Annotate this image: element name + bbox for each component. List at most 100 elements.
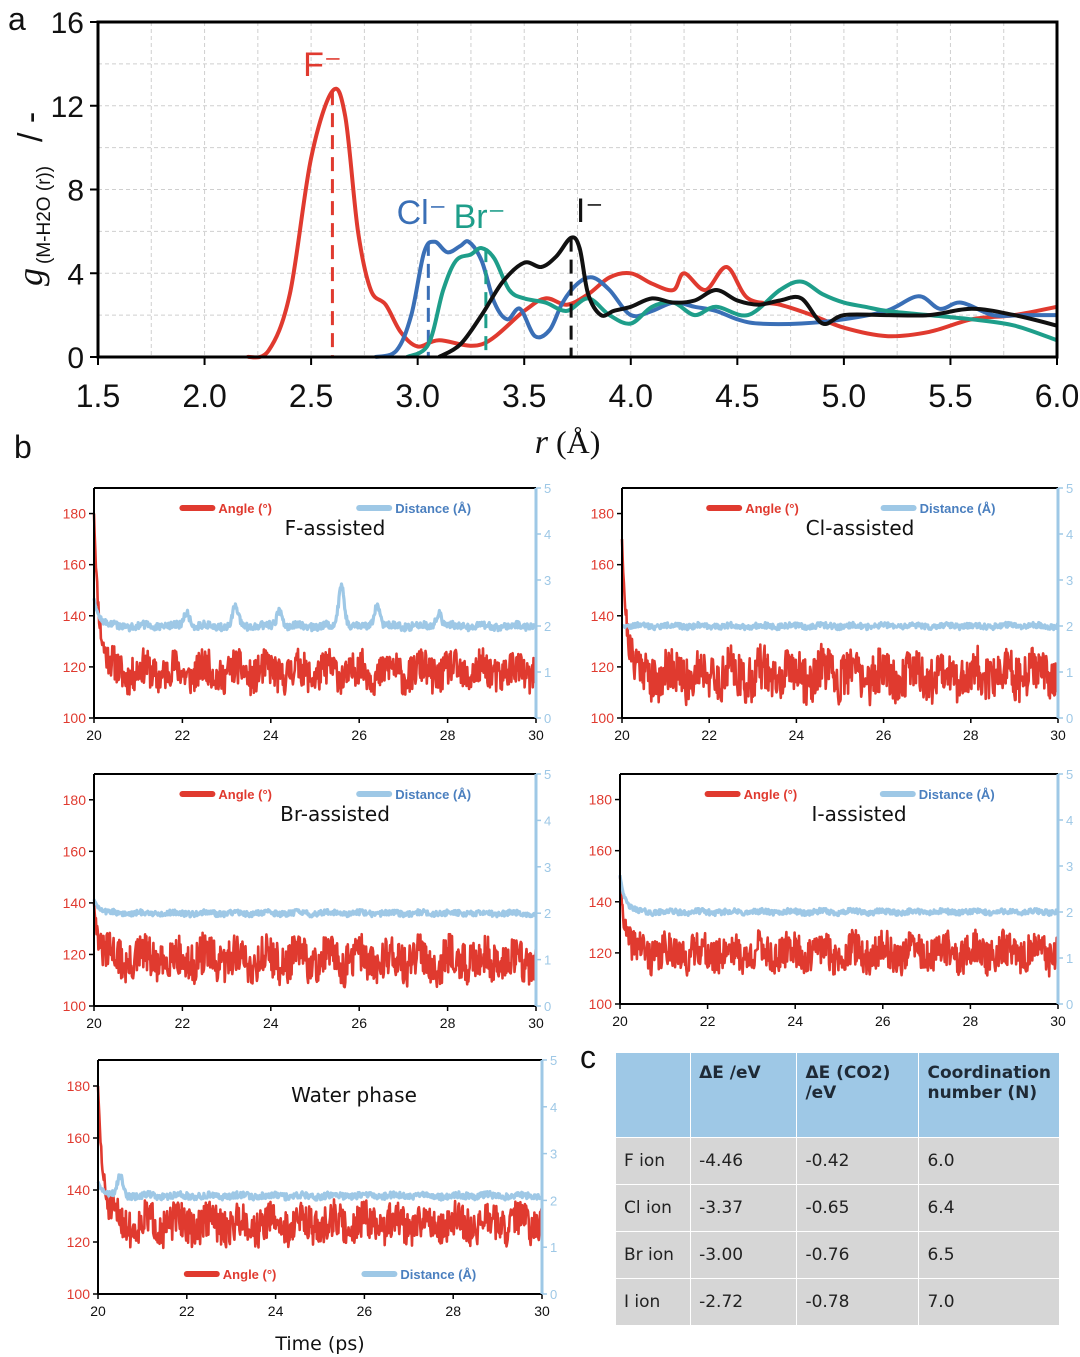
y-tick-label-right: 5 [1066,767,1073,782]
x-tick-label: 30 [528,1015,544,1031]
y-tick-label: 8 [67,175,84,208]
y-tick-label: 16 [51,7,84,40]
x-tick-label: 28 [963,1013,979,1029]
legend-label: Distance (Å) [395,501,471,516]
x-axis-label: Time (ps) [274,1333,364,1355]
distance-series [92,582,538,633]
x-tick-label: 20 [614,727,630,743]
y-tick-label-left: 180 [591,506,615,522]
y-tick-label-right: 1 [544,953,551,968]
y-tick-label-left: 120 [589,945,613,961]
legend-label: Distance (Å) [919,787,995,802]
x-tick-label: 24 [789,727,805,743]
table-header-cell [616,1053,692,1138]
cl-assisted-chart: 20 22 24 26 28 30 100 120 140 160 180 0 1 2 3 4 5 Cl-assi… [591,481,1074,743]
table-cell: Cl ion [616,1184,692,1232]
y-tick-label-right: 1 [1066,665,1073,680]
y-tick-label-right: 4 [1066,527,1073,542]
angle-series [92,902,538,989]
table-header-row: ΔE /eV ΔE (CO2) /eV Coordination number … [616,1053,1060,1138]
table-row: Br ion -3.00 -0.76 6.5 [616,1231,1060,1279]
x-axis-label-unit: (Å) [556,424,600,460]
table-cell: 7.0 [918,1278,1060,1325]
x-tick-label: 24 [263,1015,279,1031]
y-tick-label-right: 3 [1066,859,1073,874]
y-tick-label-right: 0 [1066,997,1073,1012]
y-tick-label-left: 140 [63,608,87,624]
table-cell: -0.42 [796,1137,920,1185]
distance-series [618,874,1060,918]
x-tick-label: 22 [179,1303,195,1319]
legend-label: Distance (Å) [400,1267,476,1282]
table-cell: F ion [616,1137,692,1185]
y-tick-label-right: 0 [1066,711,1073,726]
angle-series [92,513,538,697]
y-tick-label-left: 100 [63,710,87,726]
y-tick-label-left: 160 [591,557,615,573]
x-tick-label: 4.0 [609,378,653,414]
x-tick-label: 30 [1050,1013,1066,1029]
y-tick-label-right: 0 [544,711,551,726]
distance-series [620,620,1060,632]
y-tick-label-right: 2 [1066,619,1073,634]
water-phase-chart: 20 22 24 26 28 30 100 120 140 160 180 0 1 2 3 4 5 Water p… [67,1053,558,1355]
y-tick-label-right: 2 [544,619,551,634]
y-tick-label-left: 100 [63,998,87,1014]
y-tick-label-left: 180 [63,506,87,522]
ion-label: Cl⁻ [397,194,447,232]
x-tick-label: 5.5 [928,378,972,414]
x-tick-label: 24 [268,1303,284,1319]
subplot-title: I-assisted [811,802,906,826]
x-tick-label: 26 [351,1015,367,1031]
y-tick-label-left: 160 [589,843,613,859]
subplot-title: F-assisted [285,516,386,540]
subplot-title: Water phase [291,1083,417,1107]
rdf-chart: F⁻ Cl⁻ Br⁻ I⁻ 1.5 2.0 2.5 3.0 3.5 4.0 4.5 5.0 5.5 6.0… [10,7,1079,461]
x-tick-label: 28 [440,727,456,743]
y-tick-label-left: 100 [589,996,613,1012]
x-tick-label: 26 [357,1303,373,1319]
y-tick-label-right: 2 [544,906,551,921]
y-tick-label-right: 3 [544,860,551,875]
y-tick-label-right: 5 [1066,481,1073,496]
x-tick-label: 24 [263,727,279,743]
table-header-cell: Coordination number (N) [918,1053,1060,1138]
x-tick-label: 1.5 [76,378,120,414]
rdf-curve [437,235,1058,359]
table-cell: Br ion [616,1231,692,1279]
x-tick-label: 20 [86,1015,102,1031]
y-axis-label-tail: / - [12,112,50,142]
y-tick-label-left: 160 [63,557,87,573]
panel-label-c: c [580,1039,596,1075]
table-cell: -3.00 [690,1231,798,1279]
table-cell: -4.46 [690,1137,798,1185]
table-row: Cl ion -3.37 -0.65 6.4 [616,1184,1060,1232]
x-tick-label: 5.0 [822,378,866,414]
i-assisted-chart: 20 22 24 26 28 30 100 120 140 160 180 0 1 2 3 4 5 I-assis… [589,767,1074,1029]
y-tick-label-left: 180 [63,792,87,808]
y-tick-label-left: 160 [63,843,87,859]
table-cell: -2.72 [690,1278,798,1325]
x-tick-label: 4.5 [715,378,759,414]
ion-label: Br⁻ [454,198,506,236]
y-tick-label-left: 160 [67,1130,91,1146]
y-tick-label-right: 0 [550,1287,557,1302]
y-axis-label-sub: (M-H2O (r)) [34,166,55,264]
x-tick-label: 3.5 [502,378,546,414]
table-header-cell: ΔE /eV [690,1053,798,1138]
y-tick-label-right: 4 [544,527,551,542]
y-tick-label-right: 5 [550,1053,557,1068]
table-cell: -0.76 [796,1231,920,1279]
y-tick-label-left: 100 [67,1286,91,1302]
y-tick-label-right: 2 [1066,905,1073,920]
distance-series [96,1173,544,1202]
y-tick-label-left: 120 [67,1234,91,1250]
y-tick-label-left: 120 [591,659,615,675]
x-tick-label: 30 [534,1303,550,1319]
y-tick-label-right: 0 [544,999,551,1014]
x-tick-label: 3.0 [395,378,439,414]
distance-series [92,898,538,919]
angle-series [618,876,1060,978]
x-tick-label: 22 [175,727,191,743]
